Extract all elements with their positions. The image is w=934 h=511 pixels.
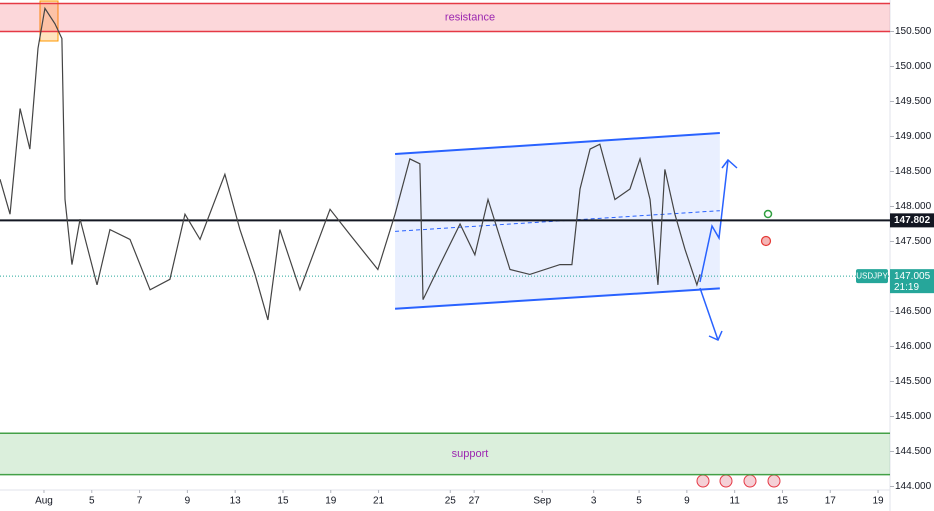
- y-tick-label: 148.500: [895, 166, 932, 177]
- y-tick-label: 150.500: [895, 26, 932, 37]
- symbol-tag: [856, 269, 888, 284]
- x-tick-label: 17: [825, 496, 837, 507]
- y-tick-label: 145.500: [895, 376, 932, 387]
- last-price-tag: [890, 269, 934, 294]
- price-line: [0, 6, 701, 321]
- x-tick-label: 15: [777, 496, 789, 507]
- support-label: support: [452, 448, 489, 460]
- y-tick-label: 146.500: [895, 306, 932, 317]
- x-tick-label: 21: [373, 496, 385, 507]
- x-tick-label: Sep: [533, 496, 551, 507]
- x-tick-label: 15: [277, 496, 289, 507]
- last-price-label: 147.005: [894, 271, 931, 282]
- x-tick-label: 19: [872, 496, 884, 507]
- y-tick-label: 146.000: [895, 341, 932, 352]
- marker: [763, 209, 773, 219]
- y-tick-label: 148.000: [895, 201, 932, 212]
- x-tick-label: 11: [729, 496, 740, 507]
- channel-upper: [394, 132, 720, 155]
- x-tick-label: 7: [137, 496, 143, 507]
- arrows: [699, 158, 738, 341]
- x-tick-label: Aug: [35, 496, 53, 507]
- y-tick-label: 149.000: [895, 131, 932, 142]
- x-tick-label: 9: [684, 496, 690, 507]
- x-tick-label: 25: [445, 496, 457, 507]
- symbol-label: USDJPY: [856, 271, 888, 280]
- level-tag: [890, 213, 934, 228]
- y-tick-label: 145.000: [895, 411, 932, 422]
- y-tick-label: 150.000: [895, 61, 932, 72]
- y-tick-label: 147.500: [895, 236, 932, 247]
- x-tick-label: 9: [185, 496, 191, 507]
- y-tick-label: 144.500: [895, 446, 932, 457]
- x-tick-label: 27: [469, 496, 481, 507]
- x-tick-label: 5: [89, 496, 95, 507]
- level-tag-label: 147.802: [894, 215, 931, 226]
- channel-lower: [394, 287, 720, 310]
- resistance-label: resistance: [445, 11, 495, 23]
- x-tick-label: 19: [325, 496, 337, 507]
- y-tick-label: 149.500: [895, 96, 932, 107]
- x-tick-label: 13: [230, 496, 242, 507]
- marker: [760, 235, 772, 247]
- y-tick-label: 144.000: [895, 481, 932, 492]
- resistance-zone: [0, 3, 890, 32]
- x-tick-label: 3: [591, 496, 597, 507]
- x-tick-label: 5: [636, 496, 642, 507]
- countdown-label: 21:19: [894, 282, 919, 293]
- support-zone: [0, 433, 890, 475]
